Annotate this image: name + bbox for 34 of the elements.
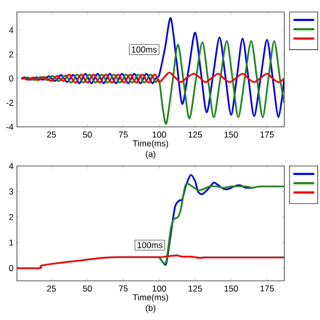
line-series [20, 72, 284, 84]
x-tick-label: 150 [224, 286, 238, 292]
x-tick-label: 150 [224, 132, 238, 138]
y-tick-label: 0 [9, 265, 14, 272]
x-tick-label: 75 [118, 286, 128, 292]
y-tick-label: 2 [9, 214, 14, 220]
x-axis-title: Time(ms) [132, 294, 168, 302]
x-tick-label: 25 [47, 132, 56, 138]
y-tick-label: -4 [6, 124, 14, 130]
x-tick-label: 75 [118, 132, 128, 138]
x-tick-label: 175 [260, 286, 274, 292]
y-tick-label: 4 [9, 163, 14, 169]
y-tick-label: 4 [9, 27, 14, 34]
y-tick-label: 2 [9, 51, 14, 58]
x-axis-title: Time(ms) [132, 140, 168, 148]
x-tick-label: 100 [152, 132, 166, 138]
annotation: 100ms [132, 46, 157, 53]
text: (a) [146, 150, 156, 159]
x-tick-label: 50 [82, 286, 92, 292]
line-series [20, 40, 284, 124]
x-tick-label: 175 [260, 132, 274, 138]
y-tick-label: 0 [9, 75, 14, 82]
annotation: 100ms [138, 242, 162, 248]
y-tick-label: 1 [9, 240, 14, 246]
x-tick-label: 125 [188, 286, 202, 292]
y-tick-label: 3 [9, 188, 14, 195]
line-series [16, 254, 284, 270]
text: (b) [146, 304, 156, 313]
line-series [20, 17, 284, 118]
x-tick-label: 25 [47, 286, 56, 292]
y-tick-label: -2 [6, 100, 14, 106]
x-tick-label: 50 [82, 132, 92, 138]
x-tick-label: 125 [188, 132, 202, 138]
x-tick-label: 100 [152, 286, 166, 292]
